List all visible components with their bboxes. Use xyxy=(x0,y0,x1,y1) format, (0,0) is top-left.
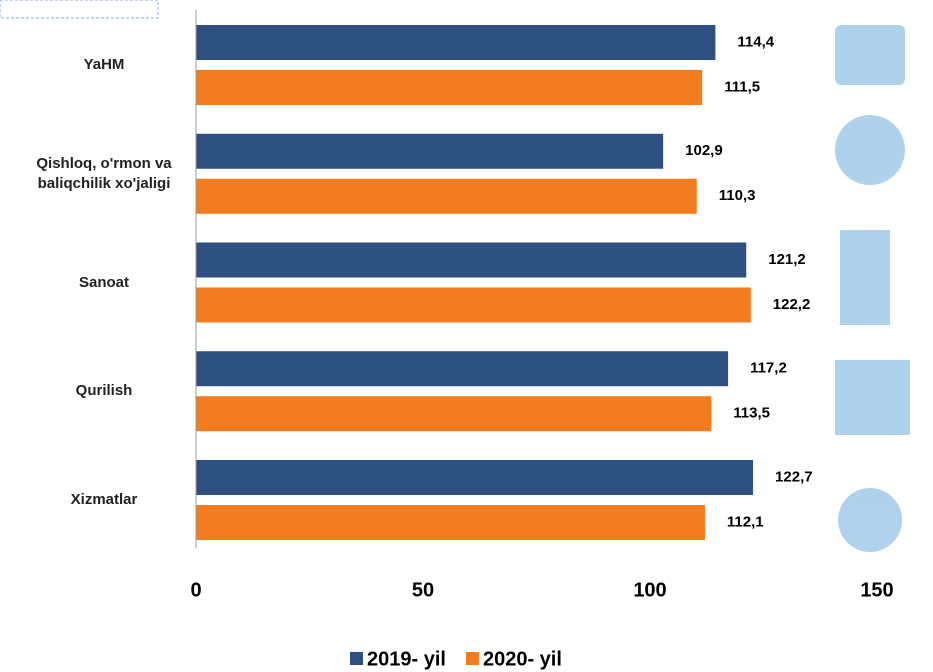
icons xyxy=(835,25,910,552)
bar xyxy=(196,25,716,60)
category-label: Qurilish xyxy=(75,382,133,400)
category-label: YaHM xyxy=(83,56,125,73)
legend-label: 2019- yil xyxy=(367,648,446,670)
value-label: 113,5 xyxy=(733,405,770,422)
icon xyxy=(835,115,905,185)
value-label: 111,5 xyxy=(724,78,760,95)
icon xyxy=(835,360,910,435)
value-label: 102,9 xyxy=(685,142,723,159)
value-label: 112,1 xyxy=(727,513,764,530)
x-tick-label: 150 xyxy=(860,579,893,601)
bar xyxy=(196,242,747,278)
bar xyxy=(196,460,754,495)
x-tick-label: 0 xyxy=(190,579,201,601)
category-label: Qishloq, o'rmon va baliqchilik xo'jaligi xyxy=(36,154,172,192)
bar xyxy=(196,133,664,169)
icon xyxy=(838,488,902,552)
value-label: 114,4 xyxy=(737,33,774,50)
legend-swatch xyxy=(350,652,363,665)
legend-label: 2020- yil xyxy=(483,648,562,670)
value-label: 117,2 xyxy=(750,360,787,377)
bar xyxy=(196,70,703,105)
bar xyxy=(196,351,729,387)
bar xyxy=(196,505,705,540)
icon xyxy=(835,25,905,85)
value-label: 122,2 xyxy=(773,296,811,313)
bar xyxy=(196,178,697,214)
legend-swatch xyxy=(465,652,479,665)
icon xyxy=(840,230,890,325)
x-tick-label: 50 xyxy=(412,579,434,601)
image-frame xyxy=(0,0,159,19)
value-label: 122,7 xyxy=(775,468,813,485)
value-label: 121,2 xyxy=(768,251,806,268)
bar xyxy=(196,287,751,323)
value-label: 110,3 xyxy=(719,187,756,204)
x-tick-label: 100 xyxy=(633,579,666,601)
bar xyxy=(196,396,712,432)
category-label: Xizmatlar xyxy=(70,491,138,508)
category-label: Sanoat xyxy=(78,273,129,291)
